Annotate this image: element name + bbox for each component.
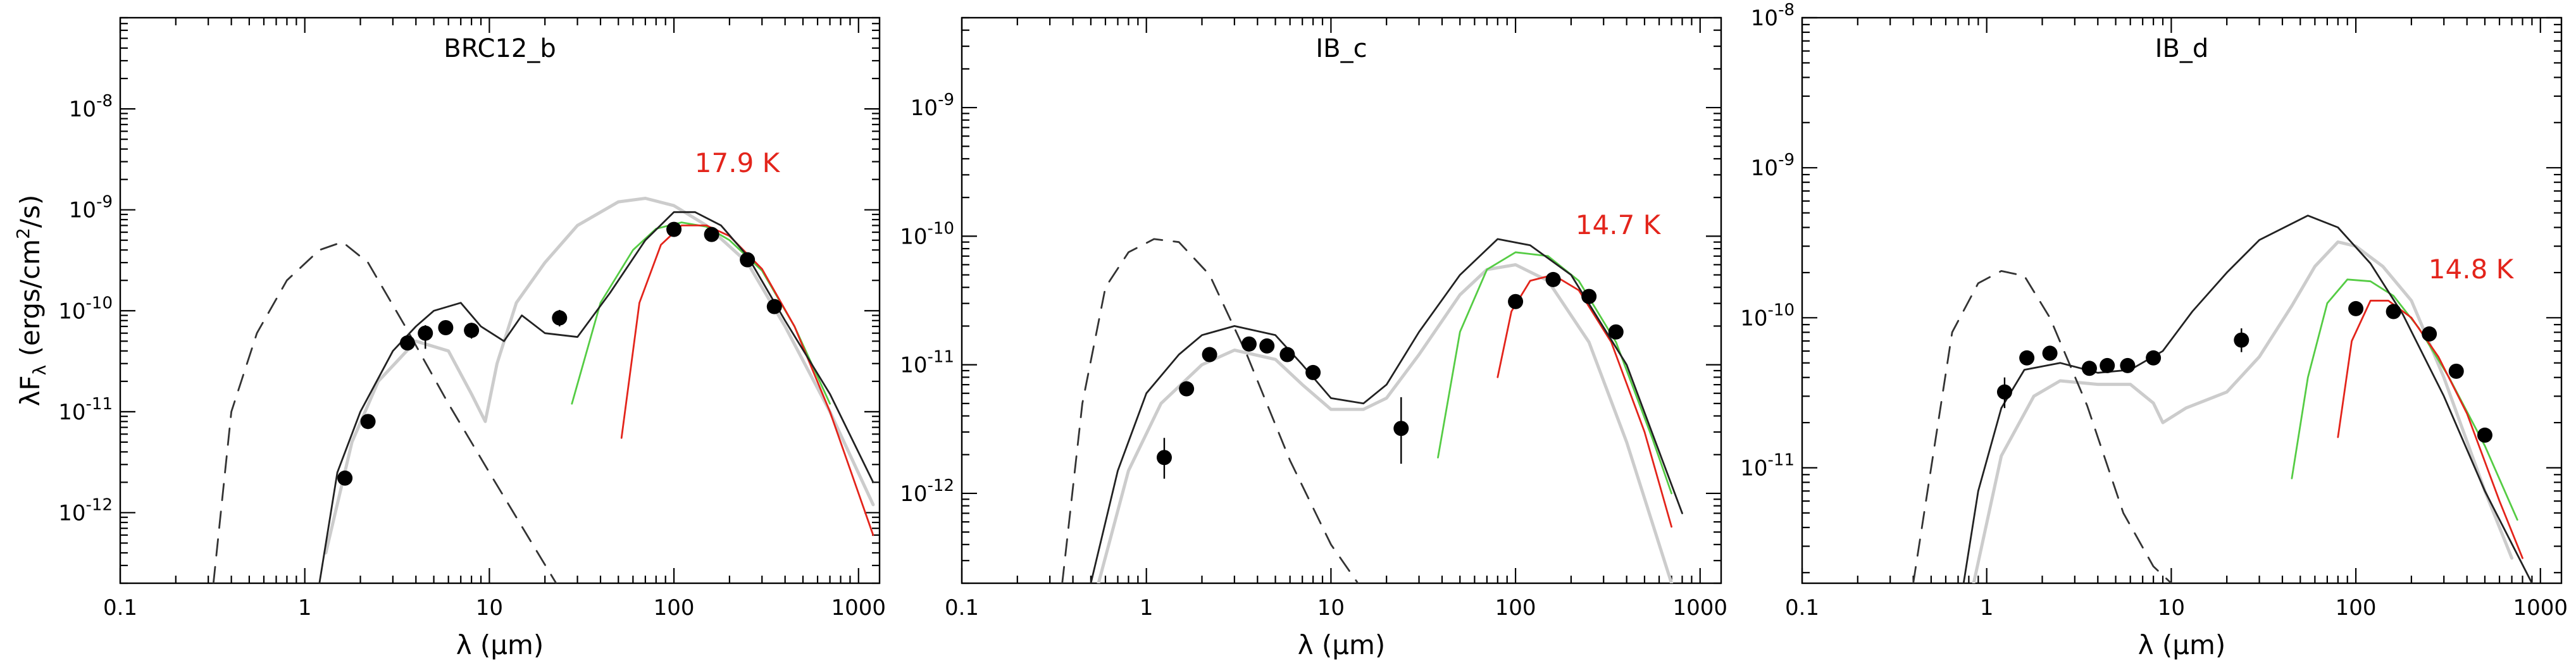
x-axis-label: λ (μm) <box>1298 629 1386 660</box>
data-point <box>2348 300 2364 316</box>
axis-ticks: 0.1 1 10 100 1000 10-11 10-10 10-9 10-8 <box>1740 1 2568 621</box>
data-point <box>1202 347 1217 362</box>
data-point <box>1241 336 1257 352</box>
x-axis-label: λ (μm) <box>456 629 544 660</box>
axis-ticks: 0.1 1 10 100 1000 10-12 10-11 10-10 10-9 <box>900 16 1727 621</box>
x-tick-label: 1000 <box>1672 595 1727 621</box>
series-line-best-fit-model <box>1962 214 2533 583</box>
data-point <box>666 221 682 237</box>
series-line-alternative-model <box>1097 263 1674 583</box>
x-tick-label: 100 <box>654 595 695 621</box>
data-point <box>464 323 480 338</box>
data-point <box>2019 350 2035 366</box>
data-point <box>2448 363 2464 379</box>
series-line-best-fit-model <box>1090 238 1683 583</box>
axis-ticks: 0.1 1 10 100 1000 10-12 10-11 10-10 10-9 10-8 <box>58 16 886 621</box>
data-point <box>1545 271 1561 287</box>
y-tick-label: 10-9 <box>69 193 113 223</box>
data-point <box>2042 345 2058 361</box>
y-tick-label: 10-8 <box>1751 1 1795 31</box>
data-point <box>1156 450 1172 466</box>
data-point <box>2386 304 2401 319</box>
series-line-stellar-photosphere <box>1061 238 1359 583</box>
x-axis-label: λ (μm) <box>2138 629 2226 660</box>
data-point <box>438 320 454 336</box>
panel-ib-c: IB_c 14.7 K λ (μm) 0.1 1 10 100 1000 10-12 10-… <box>900 16 1727 660</box>
data-point <box>2100 357 2115 373</box>
data-point <box>2146 350 2162 366</box>
photometry-points <box>1996 300 2492 443</box>
data-point <box>1581 288 1597 304</box>
data-point <box>1608 324 1624 340</box>
model-curves <box>1912 214 2533 583</box>
y-tick-label: 10-12 <box>58 495 113 526</box>
data-point <box>740 252 756 268</box>
data-point <box>1279 347 1295 362</box>
plot-frame <box>119 16 881 584</box>
data-point <box>418 325 433 341</box>
x-tick-label: 10 <box>1317 595 1345 621</box>
x-tick-label: 0.1 <box>103 595 137 621</box>
data-point <box>1996 384 2012 400</box>
x-tick-label: 0.1 <box>945 595 979 621</box>
data-point <box>360 414 376 430</box>
series-line-stellar-photosphere <box>1912 270 2172 583</box>
data-point <box>552 310 568 326</box>
data-point <box>1179 381 1195 397</box>
x-tick-label: 100 <box>1495 595 1536 621</box>
panel-ib-d: IB_d 14.8 K λ (μm) 0.1 1 10 100 1000 10-11 10-… <box>1740 1 2568 660</box>
x-tick-label: 1 <box>1980 595 1994 621</box>
temperature-label: 14.7 K <box>1576 209 1662 240</box>
photometry-points <box>1156 271 1624 479</box>
data-point <box>1259 338 1275 354</box>
panel-title: BRC12_b <box>444 34 556 63</box>
y-tick-label: 10-10 <box>900 219 954 249</box>
data-point <box>2120 357 2136 373</box>
model-curves <box>1061 238 1683 583</box>
y-tick-label: 10-8 <box>69 92 113 122</box>
x-tick-label: 1000 <box>2513 595 2568 621</box>
data-point <box>1508 294 1524 309</box>
temperature-label: 14.8 K <box>2429 254 2515 285</box>
x-tick-label: 10 <box>476 595 503 621</box>
series-line-stellar-photosphere <box>212 241 557 583</box>
y-tick-label: 10-10 <box>1740 300 1795 331</box>
data-point <box>1305 364 1321 380</box>
x-tick-label: 1 <box>1140 595 1154 621</box>
data-point <box>2477 427 2492 443</box>
data-point <box>766 299 782 314</box>
y-tick-label: 10-11 <box>1740 450 1795 481</box>
y-tick-label: 10-11 <box>58 395 113 425</box>
series-line-alternative-model <box>1972 240 2514 583</box>
y-tick-label: 10-9 <box>911 90 954 121</box>
y-tick-label: 10-10 <box>58 294 113 324</box>
panel-title: IB_c <box>1316 34 1367 63</box>
data-point <box>337 470 353 486</box>
temperature-label: 17.9 K <box>695 147 781 178</box>
plot-frame <box>1801 16 2563 584</box>
panel-title: IB_d <box>2155 34 2209 63</box>
y-tick-label: 10-11 <box>900 348 954 378</box>
series-line-greybody-fit-green <box>1437 251 1672 495</box>
data-point <box>2422 326 2437 342</box>
plot-frame <box>961 16 1722 584</box>
data-point <box>399 335 415 351</box>
y-tick-label: 10-9 <box>1751 151 1795 181</box>
x-tick-label: 1 <box>298 595 312 621</box>
x-tick-label: 1000 <box>831 595 886 621</box>
x-tick-label: 100 <box>2336 595 2377 621</box>
data-point <box>704 226 719 242</box>
y-tick-label: 10-12 <box>900 476 954 507</box>
x-tick-label: 10 <box>2158 595 2185 621</box>
x-tick-label: 0.1 <box>1785 595 1819 621</box>
data-point <box>1393 421 1409 436</box>
data-point <box>2081 361 2097 376</box>
photometry-points <box>337 221 782 486</box>
series-line-greybody-fit-red <box>2337 299 2523 559</box>
data-point <box>2234 332 2249 348</box>
